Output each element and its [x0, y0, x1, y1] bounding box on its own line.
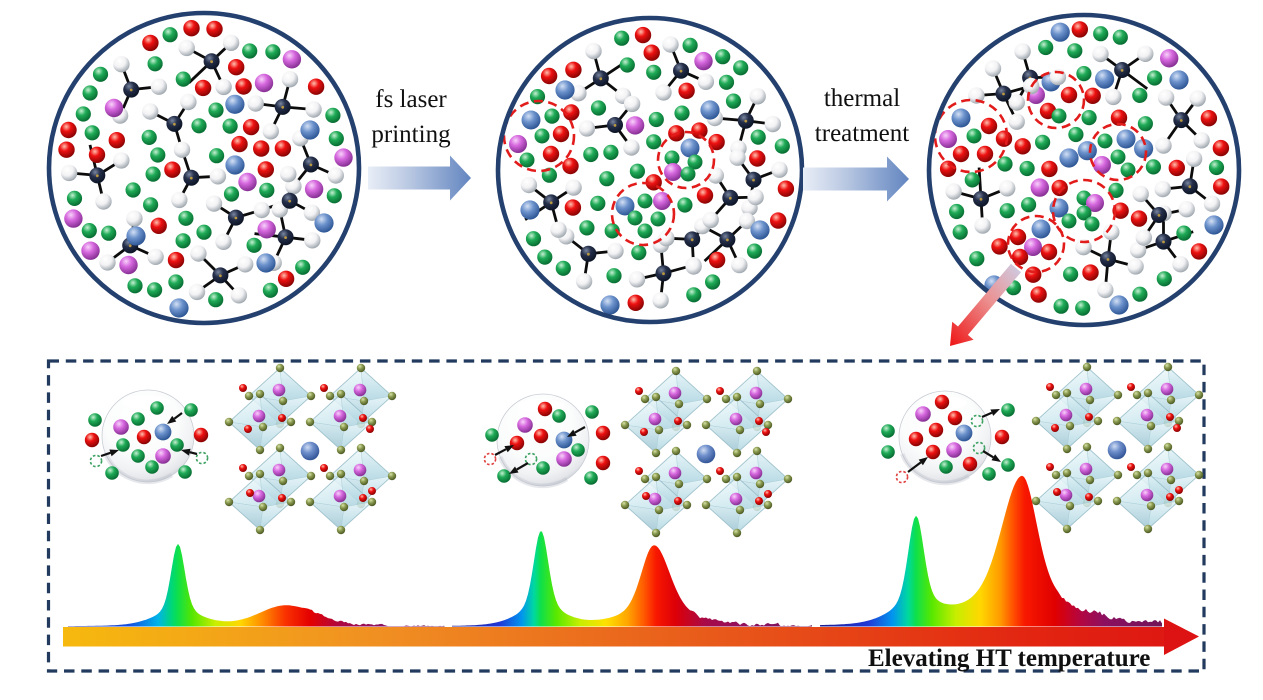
svg-text:thermal: thermal: [824, 85, 900, 112]
svg-text:Elevating HT temperature: Elevating HT temperature: [868, 645, 1150, 672]
svg-text:printing: printing: [371, 121, 451, 148]
svg-text:treatment: treatment: [815, 120, 909, 147]
svg-text:fs laser: fs laser: [375, 86, 447, 113]
